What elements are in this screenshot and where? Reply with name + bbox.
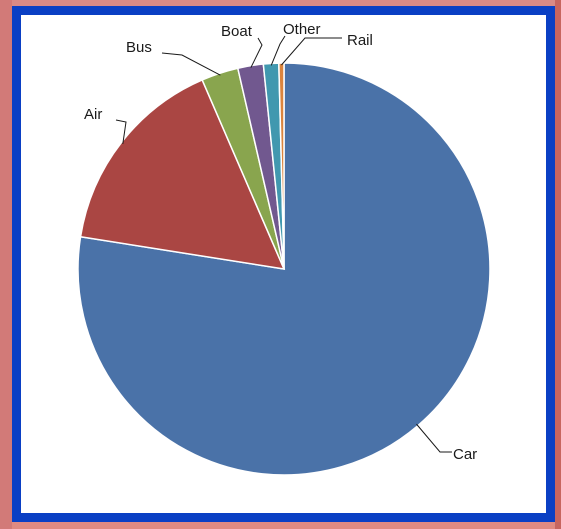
leader-line-other — [270, 35, 286, 66]
leader-line-car — [416, 423, 452, 453]
right-edge-strip — [555, 0, 561, 529]
slice-label-air: Air — [84, 106, 102, 123]
slice-label-rail: Rail — [347, 32, 373, 49]
pie-slice-air — [79, 78, 286, 270]
slice-label-car: Car — [453, 446, 477, 463]
leader-line-air — [115, 119, 127, 145]
slice-label-other: Other — [283, 21, 321, 38]
leader-lines — [115, 35, 452, 453]
background-text-strip — [0, 0, 12, 529]
pie-slices — [77, 62, 491, 476]
slice-labels: Car Air Bus Boat Other Rail — [84, 21, 477, 463]
leader-line-boat — [250, 37, 263, 68]
slice-label-boat: Boat — [221, 23, 253, 40]
pie-slice-rail — [278, 62, 285, 270]
slice-label-bus: Bus — [126, 39, 152, 56]
leader-line-rail — [281, 37, 342, 66]
leader-line-bus — [161, 52, 221, 76]
